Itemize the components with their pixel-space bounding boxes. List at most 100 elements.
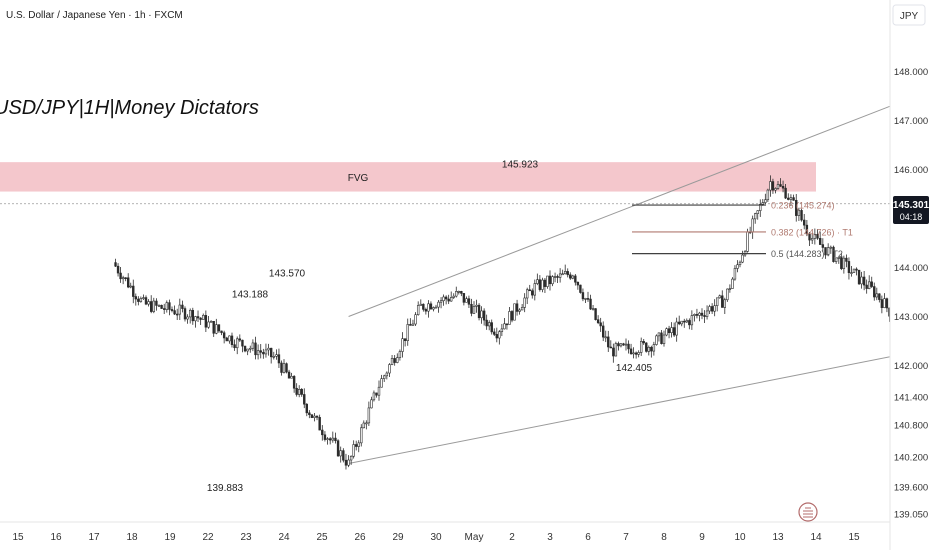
candle-body [228,336,230,341]
candle-body [577,282,579,285]
x-axis-tick-label: 25 [316,532,328,543]
candle-body [557,276,559,277]
candle-body [623,344,625,345]
candle-body [777,185,779,189]
x-axis-tick-label: 3 [547,532,553,543]
candle-body [656,336,658,345]
candle-body [463,293,465,302]
candle-body [358,443,360,447]
candle-body [161,305,163,308]
candle-body [448,299,450,301]
x-axis-tick-label: 17 [88,532,100,543]
candle-body [764,200,766,203]
candle-body [742,255,744,262]
candle-body [630,349,632,354]
candle-body [739,262,741,265]
candle-body [536,280,538,284]
candle-body [549,276,551,284]
last-price-value: 145.301 [893,200,930,211]
candle-body [368,408,370,423]
candle-body [754,214,756,219]
x-axis-tick-label: 23 [240,532,252,543]
candle-body [734,268,736,279]
candle-body [221,331,223,333]
candle-body [529,290,531,291]
y-axis-tick-label: 146.000 [894,165,928,176]
candle-body [501,329,503,332]
tradingview-logo-icon[interactable] [799,503,817,521]
candle-body [450,297,452,301]
candle-body [714,306,716,312]
candle-body [158,305,160,306]
candle-body [140,298,142,301]
x-axis-tick-label: 22 [202,532,214,543]
candle-body [884,299,886,308]
candle-body [350,456,352,460]
candle-body [244,346,246,351]
candle-body [340,451,342,456]
y-axis-tick-label: 144.000 [894,263,928,274]
x-axis-tick-label: 16 [50,532,62,543]
candle-body [531,291,533,295]
candle-body [187,317,189,319]
candle-body [166,303,168,310]
candle-body [873,287,875,297]
candle-body [592,309,594,310]
candle-body [757,211,759,214]
candle-body [640,341,642,352]
candle-body [348,460,350,465]
candle-body [481,311,483,318]
candle-body [582,293,584,299]
candle-body [430,304,432,309]
candle-body [607,337,609,347]
candle-body [127,278,129,287]
candle-body [775,188,777,190]
candle-body [600,323,602,326]
x-axis-tick-label: 10 [734,532,746,543]
candle-body [125,278,127,279]
candle-body [886,299,888,308]
candle-body [848,261,850,272]
candle-body [843,258,845,268]
candle-body [381,379,383,388]
candle-body [242,340,244,346]
candle-body [396,358,398,363]
candle-body [524,298,526,307]
candle-body [798,210,800,215]
price-annotation: 142.405 [616,363,653,374]
candle-body [435,307,437,308]
candle-body [391,358,393,364]
candle-body [819,238,821,244]
fib-level-label: 0.236 (145.274) [771,201,835,211]
candle-body [303,394,305,404]
price-scale[interactable]: 148.000147.000146.000144.000143.000142.0… [890,0,932,550]
candle-body [433,308,435,310]
candle-body [327,439,329,440]
candle-body [856,269,858,270]
candle-body [716,298,718,306]
candle-body [281,363,283,372]
candle-body [694,314,696,315]
candle-body [329,439,331,440]
candle-body [386,373,388,376]
candle-body [438,302,440,307]
candle-body [473,306,475,313]
candle-body [691,316,693,325]
last-price-tag: 145.301 04:18 [893,196,930,224]
candle-body [311,415,313,418]
candle-body [291,376,293,378]
candle-body [770,182,772,191]
x-axis-tick-label: 29 [392,532,404,543]
candle-body [226,338,228,341]
candle-body [569,275,571,278]
candle-body [519,310,521,311]
candle-body [445,297,447,299]
candle-body [371,400,373,408]
candle-body [673,328,675,335]
candle-body [534,284,536,296]
candle-body [182,305,184,309]
currency-button[interactable]: JPY [893,5,925,25]
candle-body [486,320,488,326]
fvg-label: FVG [348,173,369,184]
